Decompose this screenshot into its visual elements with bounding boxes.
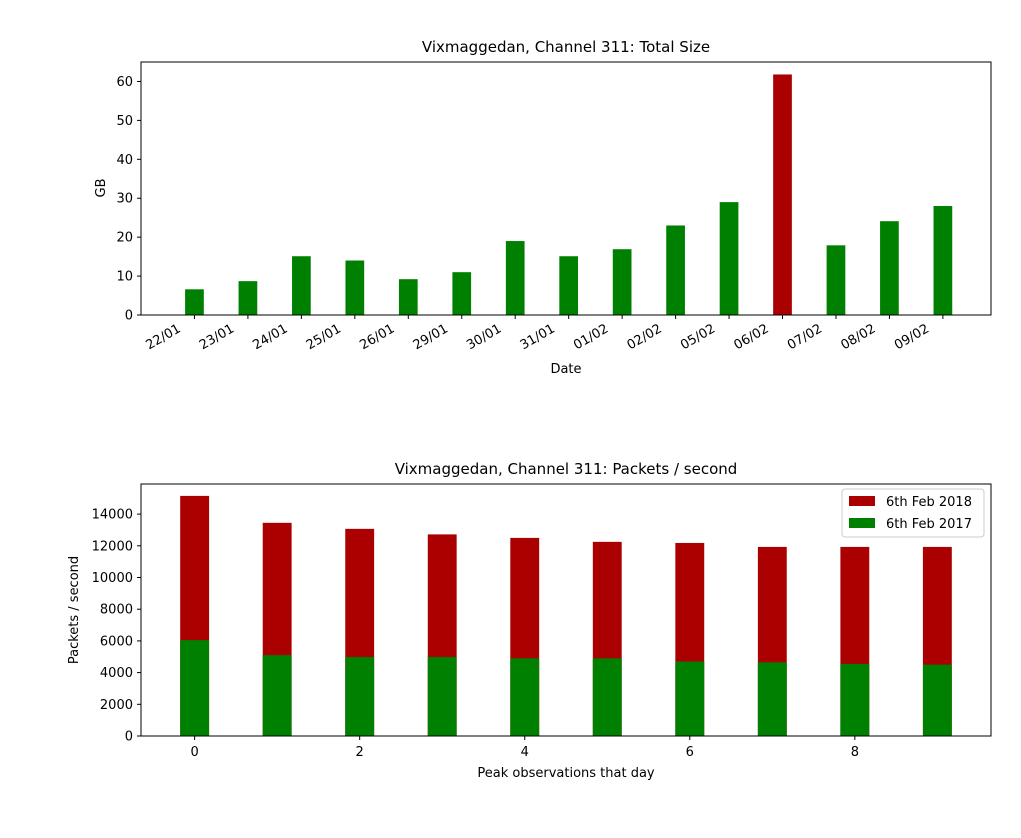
y-tick-label: 50 [116,114,133,129]
size-bar [398,279,418,315]
bar-2017 [510,658,540,736]
bar-2017 [840,663,870,736]
size-bar [719,202,739,315]
size-bar [345,260,365,315]
y-tick-label: 12000 [92,539,133,554]
chart2-x-axis: 0 2 4 6 8 [191,736,859,760]
chart2-y-axis: 0 2000 4000 6000 8000 10000 12000 14000 [92,508,141,745]
y-tick-label: 20 [116,231,133,246]
y-tick-label: 8000 [100,603,133,618]
x-tick-label: 8 [851,745,859,760]
legend-swatch-2018 [849,496,875,506]
y-tick-label: 2000 [100,698,133,713]
y-tick-label: 10 [116,270,133,285]
bar-2017 [757,662,787,736]
size-bar [185,289,204,315]
x-tick-label: 6 [686,745,694,760]
chart1-y-axis: 0 10 20 30 40 50 60 [116,75,141,324]
size-bar [559,256,579,315]
chart2-xlabel: Peak observations that day [477,766,655,781]
size-bar [933,206,953,315]
bar-2017 [180,640,210,736]
y-tick-label: 0 [125,730,133,745]
legend-label-2017: 6th Feb 2017 [886,517,972,532]
chart1-ylabel: GB [94,179,109,198]
y-tick-label: 4000 [100,666,133,681]
chart2-bars [180,495,952,736]
bar-2017 [675,661,705,736]
chart2-ylabel: Packets / second [67,556,82,664]
size-bar [292,256,311,315]
chart1-bars [185,74,953,316]
legend-label-2018: 6th Feb 2018 [886,495,972,510]
x-tick-label: 4 [521,745,529,760]
bar-2017 [427,657,457,736]
chart1-plot-frame [140,61,992,316]
size-bar [612,249,632,315]
bar-2017 [592,658,622,736]
size-bar [773,74,792,316]
bar-2017 [345,657,375,736]
size-bar [880,221,899,315]
size-bar [238,281,258,315]
x-tick-label: 0 [191,745,199,760]
bar-2017 [262,655,292,736]
size-bar [505,241,525,315]
x-tick-label: 2 [356,745,364,760]
size-bar [826,245,846,315]
bar-2017 [922,664,952,736]
size-bar [666,225,685,315]
y-tick-label: 0 [125,309,133,324]
y-tick-label: 40 [116,153,133,168]
legend-frame [841,488,985,538]
legend-swatch-2017 [849,518,875,528]
chart1-title: Vixmaggedan, Channel 311: Total Size [422,38,710,56]
chart2-title: Vixmaggedan, Channel 311: Packets / seco… [395,460,738,478]
chart1-xlabel: Date [550,362,581,377]
size-bar [452,272,472,315]
y-tick-label: 60 [116,75,133,90]
chart2-plot-frame [140,483,992,737]
chart2-legend: 6th Feb 2018 6th Feb 2017 [841,488,985,538]
y-tick-label: 14000 [92,508,133,523]
y-tick-label: 10000 [92,571,133,586]
y-tick-label: 6000 [100,634,133,649]
y-tick-label: 30 [116,192,133,207]
packets-per-second-chart: Vixmaggedan, Channel 311: Packets / seco… [67,460,992,781]
